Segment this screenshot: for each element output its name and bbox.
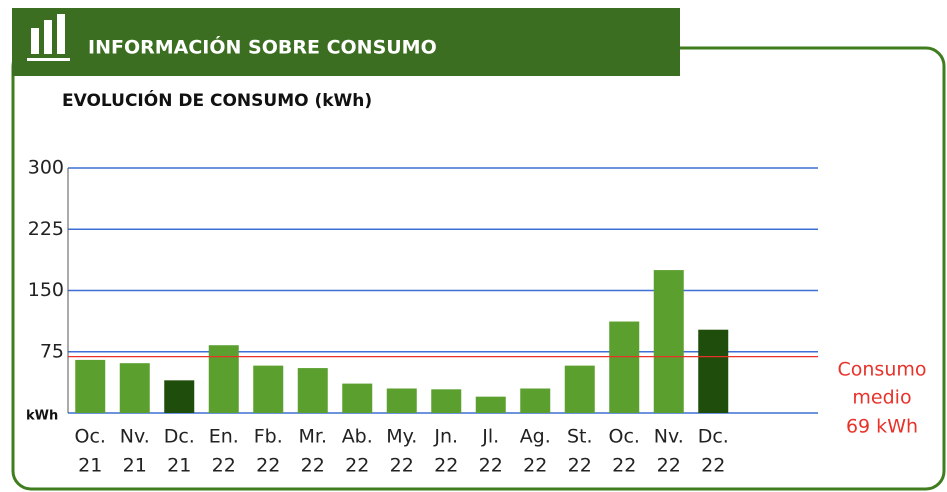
x-tick-label: Fb. [254, 426, 283, 448]
x-tick-label: 22 [212, 455, 236, 477]
x-tick-label: Nv. [120, 426, 150, 448]
bar [164, 380, 195, 413]
panel-border [11, 46, 946, 491]
x-tick-label: 22 [479, 455, 503, 477]
bar [698, 329, 729, 413]
bar [297, 368, 328, 413]
header-title: INFORMACIÓN SOBRE CONSUMO [88, 35, 437, 59]
x-tick-label: Jn. [433, 426, 458, 448]
average-label: Consumo [837, 359, 926, 381]
x-tick-label: Ab. [342, 426, 373, 448]
bar [564, 365, 595, 413]
header-tab [12, 8, 680, 76]
bar [520, 388, 551, 413]
average-label: medio [852, 387, 911, 409]
y-tick-label: 75 [40, 340, 64, 362]
x-tick-label: 22 [523, 455, 547, 477]
average-value-label: 69 kWh [846, 416, 918, 438]
x-tick-label: Nv. [654, 426, 684, 448]
bar [475, 396, 506, 413]
bar [119, 363, 150, 413]
bar [75, 359, 106, 413]
bar [208, 345, 239, 413]
y-tick-label: 225 [28, 218, 64, 240]
x-tick-label: Dc. [698, 426, 729, 448]
x-tick-label: 22 [657, 455, 681, 477]
y-tick-label: 150 [28, 279, 64, 301]
x-tick-label: Mr. [299, 426, 328, 448]
x-tick-label: 22 [701, 455, 725, 477]
x-tick-label: En. [209, 426, 239, 448]
x-tick-label: 21 [167, 455, 191, 477]
x-tick-label: 22 [568, 455, 592, 477]
bar [342, 383, 373, 413]
x-tick-label: 22 [434, 455, 458, 477]
header-icon [27, 14, 70, 61]
x-tick-label: 21 [123, 455, 147, 477]
x-tick-label: 21 [78, 455, 102, 477]
chart-title: EVOLUCIÓN DE CONSUMO (kWh) [62, 89, 372, 111]
x-tick-label: Dc. [164, 426, 195, 448]
x-tick-label: 22 [390, 455, 414, 477]
x-tick-label: 22 [301, 455, 325, 477]
x-tick-label: 22 [256, 455, 280, 477]
y-tick-label: 300 [28, 157, 64, 179]
x-tick-label: Oc. [609, 426, 640, 448]
bar [431, 389, 462, 413]
x-tick-label: Jl. [481, 426, 499, 448]
bar [253, 365, 284, 413]
x-tick-label: 22 [345, 455, 369, 477]
bar [609, 321, 640, 413]
x-tick-label: My. [386, 426, 417, 448]
x-tick-label: St. [567, 426, 593, 448]
bar [386, 388, 417, 413]
y-axis-label: kWh [26, 409, 58, 424]
bar [653, 270, 684, 413]
x-tick-label: 22 [612, 455, 636, 477]
x-tick-label: Ag. [520, 426, 551, 448]
x-tick-label: Oc. [75, 426, 106, 448]
